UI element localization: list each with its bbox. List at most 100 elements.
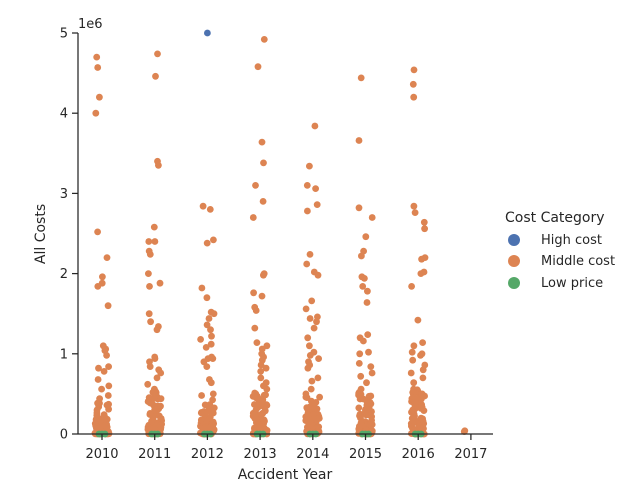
data-point-middle-cost <box>409 356 417 364</box>
data-point-middle-cost <box>206 206 214 213</box>
data-point-middle-cost <box>356 350 364 358</box>
data-point-middle-cost <box>203 321 211 329</box>
data-point-middle-cost <box>316 393 323 401</box>
data-point-middle-cost <box>203 416 210 424</box>
data-point-middle-cost <box>306 352 314 359</box>
data-point-middle-cost <box>103 254 111 261</box>
data-point-middle-cost <box>314 271 322 279</box>
data-point-middle-cost <box>257 368 265 375</box>
data-point-middle-cost <box>154 50 161 58</box>
data-point-middle-cost <box>257 396 264 403</box>
data-point-middle-cost <box>94 228 101 236</box>
data-point-middle-cost <box>206 408 214 415</box>
data-point-middle-cost <box>153 374 161 382</box>
data-point-middle-cost <box>151 355 159 362</box>
data-point-middle-cost <box>303 182 311 189</box>
data-point-middle-cost <box>368 421 375 429</box>
data-point-middle-cost <box>152 72 159 80</box>
data-point-middle-cost <box>355 137 363 144</box>
x-tick-label: 2012 <box>191 447 224 462</box>
data-point-middle-cost <box>260 271 267 279</box>
data-point-middle-cost <box>417 414 425 422</box>
data-point-middle-cost <box>364 405 371 413</box>
data-point-middle-cost <box>355 404 363 412</box>
data-point-middle-cost <box>368 369 376 377</box>
data-point-high-cost <box>204 29 211 37</box>
data-point-middle-cost <box>150 223 158 231</box>
data-point-middle-cost <box>155 161 162 169</box>
data-point-middle-cost <box>355 204 363 212</box>
data-point-middle-cost <box>313 201 321 209</box>
x-tick-label: 2015 <box>349 447 382 462</box>
data-point-middle-cost <box>251 324 259 332</box>
data-point-middle-cost <box>306 342 313 350</box>
data-point-middle-cost <box>410 93 418 101</box>
data-point-middle-cost <box>145 270 152 277</box>
legend-label-high-cost: High cost <box>541 233 602 248</box>
data-point-middle-cost <box>157 369 165 377</box>
data-point-middle-cost <box>414 316 422 324</box>
data-point-middle-cost <box>146 363 154 370</box>
data-point-middle-cost <box>408 415 416 422</box>
data-point-middle-cost <box>364 287 371 295</box>
data-point-middle-cost <box>252 307 260 314</box>
data-point-middle-cost <box>262 364 270 372</box>
data-point-middle-cost <box>103 420 110 428</box>
data-point-middle-cost <box>420 218 428 226</box>
data-point-middle-cost <box>411 398 419 406</box>
legend: Cost Category High cost Middle cost Low … <box>505 210 615 291</box>
data-point-middle-cost <box>410 379 418 387</box>
data-point-middle-cost <box>409 80 417 88</box>
data-point-middle-cost <box>306 415 313 423</box>
data-point-middle-cost <box>93 53 101 61</box>
data-point-middle-cost <box>94 283 102 290</box>
data-point-middle-cost <box>313 318 320 326</box>
data-point-middle-cost <box>202 344 210 351</box>
data-point-middle-cost <box>206 401 214 409</box>
data-point-middle-cost <box>99 273 106 281</box>
data-point-middle-cost <box>148 417 156 425</box>
x-tick-label: 2016 <box>402 447 435 462</box>
data-point-middle-cost <box>210 236 217 244</box>
data-point-middle-cost <box>250 289 257 297</box>
x-tick-label: 2010 <box>85 447 118 462</box>
data-point-middle-cost <box>365 348 372 356</box>
y-tick-label: 5 <box>60 27 68 42</box>
data-point-middle-cost <box>419 374 427 382</box>
legend-label-low-price: Low price <box>541 276 603 291</box>
data-point-middle-cost <box>209 390 217 398</box>
legend-marker-high-cost <box>508 234 520 246</box>
x-tick-label: 2011 <box>138 447 171 462</box>
data-point-middle-cost <box>364 331 372 338</box>
data-point-middle-cost <box>368 417 375 424</box>
data-point-middle-cost <box>408 348 416 356</box>
data-point-middle-cost <box>408 283 415 290</box>
data-point-middle-cost <box>417 270 425 277</box>
data-point-middle-cost <box>199 202 207 210</box>
data-point-middle-cost <box>419 366 427 374</box>
data-point-middle-cost <box>263 385 271 393</box>
data-point-middle-cost <box>311 122 319 130</box>
data-point-middle-cost <box>203 294 211 302</box>
x-tick-label: 2014 <box>296 447 329 462</box>
data-point-middle-cost <box>258 292 266 300</box>
data-point-middle-cost <box>302 305 310 313</box>
data-point-middle-cost <box>207 326 214 334</box>
data-point-middle-cost <box>253 339 261 346</box>
data-point-middle-cost <box>104 302 112 310</box>
data-point-middle-cost <box>206 423 214 431</box>
data-point-middle-cost <box>151 238 159 245</box>
data-point-middle-cost <box>407 369 415 377</box>
data-point-middle-cost <box>363 379 370 387</box>
data-point-middle-cost <box>100 368 108 375</box>
data-point-middle-cost <box>355 360 363 367</box>
data-point-middle-cost <box>92 109 100 117</box>
data-point-middle-cost <box>254 63 262 71</box>
data-point-middle-cost <box>304 334 312 342</box>
data-point-middle-cost <box>92 417 100 425</box>
data-point-middle-cost <box>260 159 267 167</box>
data-point-middle-cost <box>262 391 269 399</box>
data-point-middle-cost <box>209 355 217 362</box>
data-point-middle-cost <box>306 162 313 170</box>
